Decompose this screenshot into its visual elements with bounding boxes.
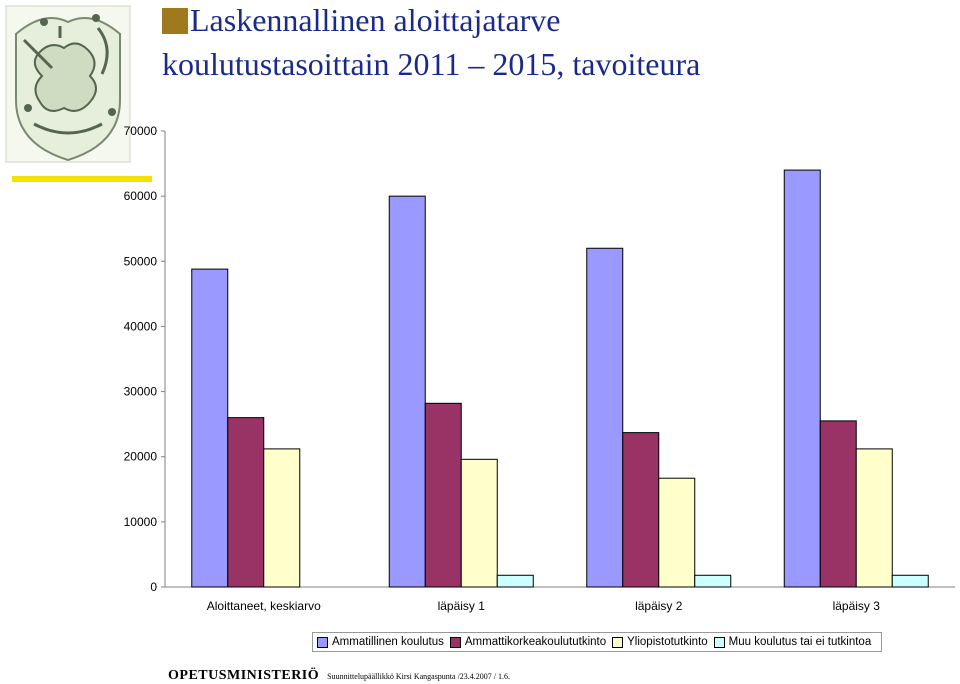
y-tick-label: 70000 bbox=[124, 124, 158, 138]
footer-note: Suunnittelupäällikkö Kirsi Kangaspunta /… bbox=[327, 672, 511, 681]
legend-item: Ammattikorkeakoulututkinto bbox=[449, 636, 607, 648]
x-tick-label: Aloittaneet, keskiarvo bbox=[207, 599, 321, 613]
legend-item: Yliopistotutkinto bbox=[612, 636, 708, 648]
legend-item: Muu koulutus tai ei tutkintoa bbox=[713, 636, 872, 648]
y-tick-label: 0 bbox=[150, 580, 157, 594]
footer-organization: OPETUSMINISTERIÖ bbox=[168, 668, 320, 683]
bar bbox=[496, 574, 534, 588]
bar bbox=[819, 420, 857, 588]
bar bbox=[694, 574, 732, 588]
legend-swatch bbox=[612, 636, 624, 648]
bar bbox=[263, 448, 301, 588]
bar bbox=[586, 247, 624, 588]
y-tick-label: 40000 bbox=[124, 319, 158, 333]
y-tick-label: 20000 bbox=[124, 450, 158, 464]
legend-swatch bbox=[449, 636, 461, 648]
page-title: Laskennallinen aloittajatarve bbox=[190, 2, 561, 38]
bar bbox=[891, 574, 929, 588]
legend-item: Ammatillinen koulutus bbox=[317, 636, 444, 648]
page-title-line2: koulutustasoittain 2011 – 2015, tavoiteu… bbox=[162, 46, 701, 82]
legend: Ammatillinen koulutus Ammattikorkeakoulut… bbox=[312, 632, 883, 652]
bar bbox=[191, 268, 229, 588]
lion-coat-of-arms-icon bbox=[5, 5, 131, 163]
legend-label: Yliopistotutkinto bbox=[627, 636, 708, 648]
bar bbox=[783, 169, 821, 588]
bar bbox=[855, 448, 893, 588]
y-tick-label: 60000 bbox=[124, 189, 158, 203]
bars bbox=[191, 169, 929, 588]
legend-label: Ammattikorkeakoulututkinto bbox=[464, 636, 607, 648]
y-tick-label: 30000 bbox=[124, 385, 158, 399]
bar bbox=[460, 458, 498, 588]
x-tick-label: läpäisy 2 bbox=[635, 599, 683, 613]
legend-label: Ammatillinen koulutus bbox=[332, 636, 444, 648]
bar bbox=[388, 195, 426, 588]
legend-swatch bbox=[713, 636, 725, 648]
legend-label: Muu koulutus tai ei tutkintoa bbox=[728, 636, 872, 648]
title-bullet bbox=[162, 8, 188, 34]
accent-bar bbox=[12, 176, 152, 182]
x-axis-labels: Aloittaneet, keskiarvo läpäisy 1 läpäisy 2… bbox=[207, 599, 881, 613]
bar bbox=[227, 417, 265, 588]
footer: OPETUSMINISTERIÖ Suunnittelupäällikkö Ki… bbox=[168, 666, 510, 684]
bar bbox=[424, 402, 462, 588]
y-tick-label: 50000 bbox=[124, 254, 158, 268]
y-tick-label: 10000 bbox=[124, 515, 158, 529]
x-tick-label: läpäisy 3 bbox=[833, 599, 881, 613]
bar bbox=[622, 432, 660, 588]
legend-swatch bbox=[317, 636, 328, 648]
x-tick-label: läpäisy 1 bbox=[438, 599, 486, 613]
bar bbox=[658, 477, 696, 588]
